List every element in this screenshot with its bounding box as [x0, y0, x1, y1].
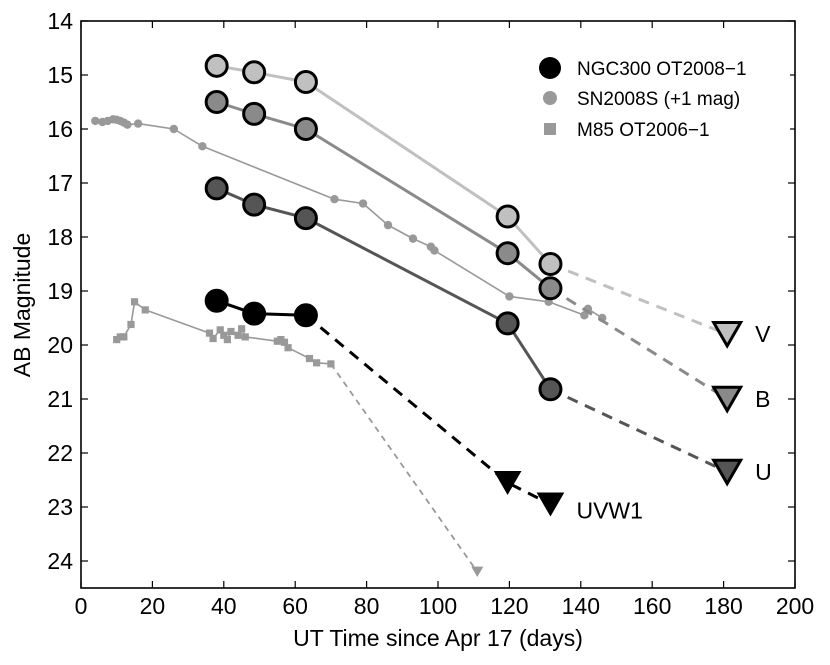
sn2008s-point: [580, 311, 589, 320]
u-band-point: [204, 176, 229, 201]
legend-label: M85 OT2006−1: [577, 120, 710, 141]
y-tick-label: 24: [47, 548, 73, 574]
u-upper-limit: [711, 458, 744, 487]
uvw1-limit-dashed-line: [304, 314, 552, 506]
m85-upper-limit: [471, 566, 484, 577]
m85-point: [234, 331, 242, 339]
y-tick-label: 14: [47, 8, 73, 34]
sn2008s-point: [198, 142, 207, 151]
x-tick-label: 180: [704, 593, 742, 619]
y-axis-label: AB Magnitude: [9, 233, 35, 377]
y-tick-label: 16: [47, 116, 73, 142]
sn2008s-point: [430, 246, 439, 255]
u-band-point: [538, 377, 563, 402]
m85-point: [284, 344, 292, 352]
sn2008s-point: [383, 220, 393, 230]
m85-point: [120, 333, 128, 341]
b-upper-limit: [711, 385, 744, 414]
uvw1-upper-limit: [536, 492, 565, 517]
y-tick-label: 21: [47, 386, 73, 412]
uvw1-band-point: [293, 303, 318, 328]
m85-point: [205, 329, 214, 337]
x-tick-label: 0: [75, 593, 88, 619]
v-band-point: [293, 70, 318, 95]
b-limit-dashed-line: [549, 287, 728, 401]
m85-point: [313, 359, 321, 367]
band-label-b: B: [755, 386, 770, 412]
m85-point: [327, 360, 335, 368]
x-tick-label: 160: [633, 593, 671, 619]
sn2008s-point: [408, 234, 418, 243]
b-band-point: [204, 90, 229, 114]
sn2008s-point: [505, 292, 514, 301]
m85-point: [227, 327, 235, 336]
b-band-point: [538, 276, 563, 301]
sn2008s-point: [169, 124, 179, 134]
x-tick-label: 140: [562, 593, 600, 619]
m85-point: [223, 336, 231, 344]
b-band-point: [242, 101, 267, 126]
x-tick-label: 60: [282, 593, 308, 619]
sn2008s-point: [358, 199, 368, 208]
sn2008s-point: [133, 119, 143, 128]
u-band-point: [242, 192, 267, 217]
m85-point: [238, 325, 246, 333]
v-band-point: [538, 252, 563, 276]
u-band-point: [293, 206, 318, 231]
band-label-u: U: [755, 459, 772, 485]
sn2008s-point: [123, 120, 132, 129]
b-band-point: [495, 241, 520, 266]
uvw1-band-point: [242, 301, 267, 326]
legend-marker-ngc300: [539, 57, 561, 79]
legend-label: SN2008S (+1 mag): [577, 89, 740, 110]
m85-point: [209, 334, 217, 343]
m85-limit-dashed-line: [330, 363, 479, 573]
sn2008s-point: [330, 195, 339, 204]
v-band-point: [495, 204, 520, 229]
legend-box: [524, 40, 790, 152]
v-band-point: [242, 60, 267, 85]
uvw1-band-point: [204, 288, 229, 313]
x-tick-label: 80: [354, 593, 380, 619]
sn2008s-point: [91, 116, 100, 126]
legend-marker-m85: [544, 123, 556, 135]
v-limit-dashed-line: [549, 262, 728, 336]
x-tick-label: 40: [211, 593, 237, 619]
m85-point: [305, 354, 314, 363]
v-band-line: [216, 64, 552, 266]
m85-point: [141, 306, 149, 314]
u-limit-dashed-line: [549, 387, 728, 474]
v-upper-limit: [711, 321, 744, 349]
m85-point: [241, 333, 249, 341]
y-tick-label: 18: [47, 224, 73, 250]
u-band-point: [495, 311, 520, 336]
b-band-point: [293, 117, 318, 141]
y-tick-label: 19: [47, 278, 73, 304]
uvw1-upper-limit: [493, 470, 522, 495]
x-tick-label: 200: [776, 593, 814, 619]
x-tick-label: 120: [490, 593, 528, 619]
m85-point: [130, 298, 139, 306]
y-tick-label: 15: [47, 62, 73, 88]
legend-marker-sn2008s: [543, 91, 557, 105]
m85-point: [127, 320, 135, 329]
x-axis-label: UT Time since Apr 17 (days): [293, 625, 583, 651]
x-tick-label: 100: [419, 593, 457, 619]
legend-label: NGC300 OT2008−1: [577, 59, 747, 80]
x-tick-label: 20: [140, 593, 166, 619]
y-tick-label: 22: [47, 440, 73, 466]
y-tick-label: 17: [47, 170, 73, 196]
y-tick-label: 20: [47, 332, 73, 358]
band-label-v: V: [755, 321, 771, 347]
m85-point: [280, 338, 289, 346]
m85-point: [216, 326, 224, 334]
band-label-uvw1: UVW1: [576, 497, 642, 523]
v-band-point: [204, 53, 229, 78]
m85-point: [220, 331, 228, 339]
y-tick-label: 23: [47, 494, 73, 520]
